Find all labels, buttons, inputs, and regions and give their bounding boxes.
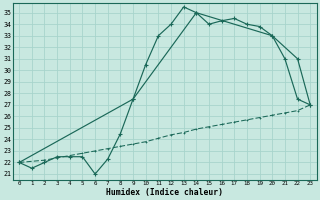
X-axis label: Humidex (Indice chaleur): Humidex (Indice chaleur)	[106, 188, 223, 197]
